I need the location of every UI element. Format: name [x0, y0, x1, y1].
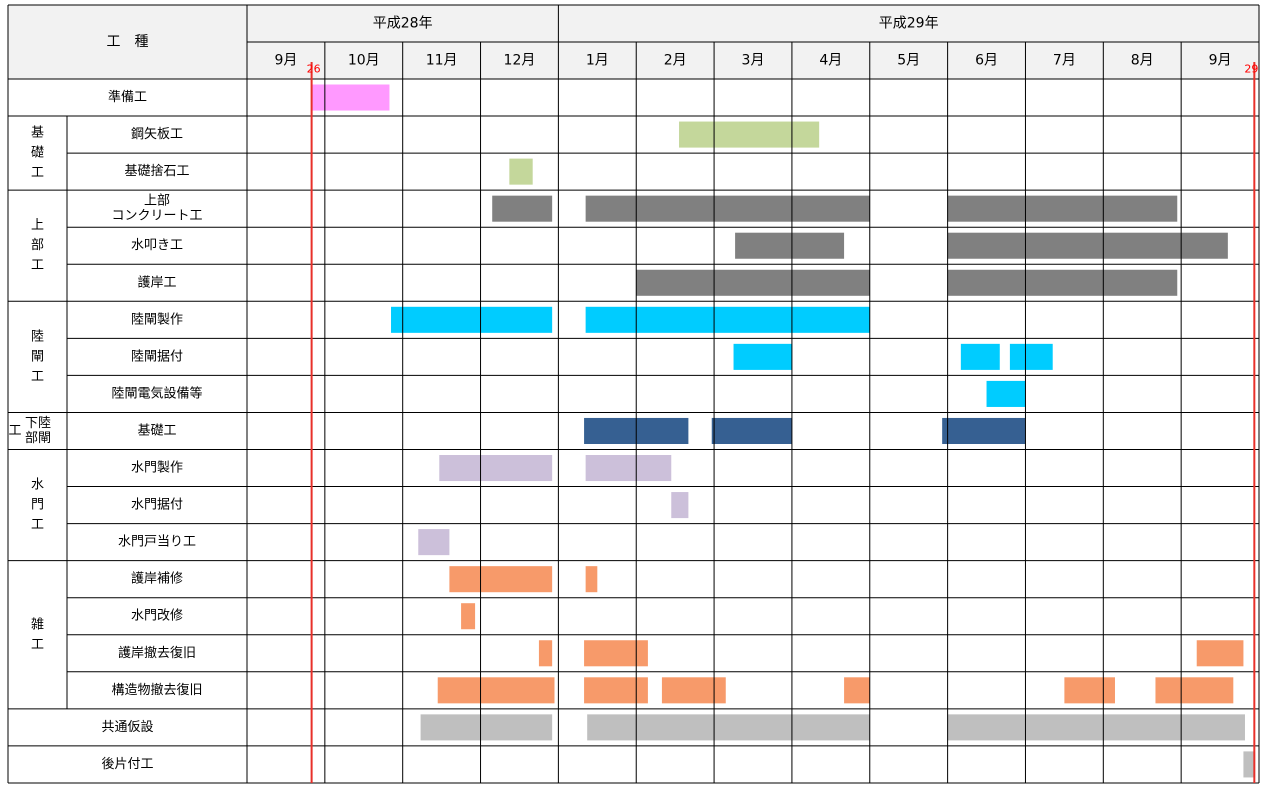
marker-label-1: 29	[1244, 63, 1258, 76]
row-label-6: 陸閘製作	[131, 311, 183, 327]
group-label-5-1: 門	[31, 498, 44, 513]
bar-10-1	[585, 455, 672, 482]
month-label-7: 4月	[819, 53, 842, 69]
bar-16-2	[661, 677, 726, 704]
bar-16-5	[1155, 677, 1234, 704]
row-label-18: 後片付工	[101, 757, 153, 772]
row-label-5: 護岸工	[137, 274, 176, 290]
month-label-10: 7月	[1053, 53, 1076, 69]
group-label-1-2: 工	[31, 166, 44, 181]
bar-4-0	[735, 232, 845, 259]
bar-15-0	[538, 640, 553, 667]
year-label-0: 平成28年	[373, 16, 433, 32]
row-label-14: 水門改修	[131, 609, 183, 624]
month-label-1: 10月	[348, 53, 380, 69]
group-label-2-2: 工	[31, 258, 44, 273]
bar-17-1	[587, 714, 870, 741]
row-label-9: 基礎工	[137, 423, 176, 438]
month-label-11: 8月	[1131, 53, 1154, 69]
bar-7-1	[960, 343, 1000, 370]
bar-2-0	[509, 158, 533, 185]
group-label-3-0: 陸	[31, 328, 44, 344]
month-label-12: 9月	[1209, 53, 1232, 69]
bar-8-0	[986, 380, 1026, 407]
bar-0-0	[312, 84, 390, 111]
bar-18-0	[1243, 751, 1256, 778]
header-work-type: 工 種	[107, 34, 149, 50]
bar-13-0	[449, 566, 553, 593]
bar-6-1	[585, 306, 870, 333]
row-label-7: 陸閘据付	[131, 348, 183, 364]
bar-9-2	[942, 417, 1026, 444]
bar-13-1	[585, 566, 598, 593]
group-label-4-a: 工	[8, 423, 21, 438]
bar-16-4	[1064, 677, 1115, 704]
row-label-12: 水門戸当り工	[118, 535, 196, 550]
bar-3-2	[947, 195, 1178, 222]
bar-10-0	[439, 455, 553, 482]
bar-17-2	[947, 714, 1245, 741]
row-label-15: 護岸撤去復旧	[118, 645, 196, 661]
bar-7-0	[733, 343, 792, 370]
group-label-3-1: 閘	[31, 349, 44, 364]
bar-9-1	[711, 417, 792, 444]
group-label-2-1: 部	[31, 238, 44, 253]
month-label-8: 5月	[897, 53, 920, 69]
bar-4-1	[947, 232, 1228, 259]
group-label-1-1: 礎	[31, 146, 44, 161]
bar-14-0	[461, 603, 476, 630]
row-label-3-line-1: コンクリート工	[111, 209, 202, 224]
bar-16-1	[584, 677, 648, 704]
bar-16-0	[437, 677, 555, 704]
year-label-1: 平成29年	[879, 16, 939, 32]
group-label-5-2: 工	[31, 518, 44, 533]
bar-7-2	[1009, 343, 1053, 370]
bar-5-1	[947, 269, 1178, 296]
month-label-6: 3月	[742, 53, 765, 69]
group-label-2-0: 上	[31, 218, 44, 233]
row-label-4: 水叩き工	[131, 238, 183, 253]
row-label-11: 水門据付	[131, 498, 183, 513]
group-label-3-2: 工	[31, 369, 44, 384]
group-label-6-0: 雑	[31, 616, 44, 632]
bar-6-0	[391, 306, 553, 333]
row-label-13: 護岸補修	[131, 571, 183, 587]
group-label-5-0: 水	[31, 478, 44, 493]
bar-15-2	[1196, 640, 1244, 667]
bar-12-0	[418, 529, 450, 556]
row-label-17: 共通仮設	[101, 719, 153, 735]
bar-11-0	[671, 492, 689, 519]
bar-17-0	[420, 714, 553, 741]
group-label-1-0: 基	[31, 126, 44, 141]
month-label-5: 2月	[664, 53, 687, 69]
row-label-0: 準備工	[108, 89, 147, 105]
row-label-10: 水門製作	[131, 461, 183, 476]
bar-3-1	[585, 195, 870, 222]
month-label-4: 1月	[586, 53, 609, 69]
group-label-4-c: 部閘	[25, 431, 51, 446]
row-label-1: 鋼矢板工	[131, 127, 183, 142]
bar-15-1	[584, 640, 648, 667]
row-label-2: 基礎捨石工	[124, 163, 189, 179]
row-label-8: 陸閘電気設備等	[111, 385, 202, 401]
row-label-16: 構造物撤去復旧	[111, 682, 202, 698]
bar-16-3	[844, 677, 870, 704]
group-label-4-b: 下陸	[25, 415, 51, 431]
bar-3-0	[492, 195, 553, 222]
bar-1-0	[679, 121, 820, 148]
row-label-3-line-0: 上部	[144, 194, 170, 209]
group-label-6-1: 工	[31, 637, 44, 652]
bar-5-0	[636, 269, 870, 296]
month-label-3: 12月	[504, 53, 536, 69]
month-label-9: 6月	[975, 53, 998, 69]
month-label-2: 11月	[426, 53, 458, 69]
marker-label-0: 26	[307, 63, 321, 76]
month-label-0: 9月	[274, 53, 297, 69]
